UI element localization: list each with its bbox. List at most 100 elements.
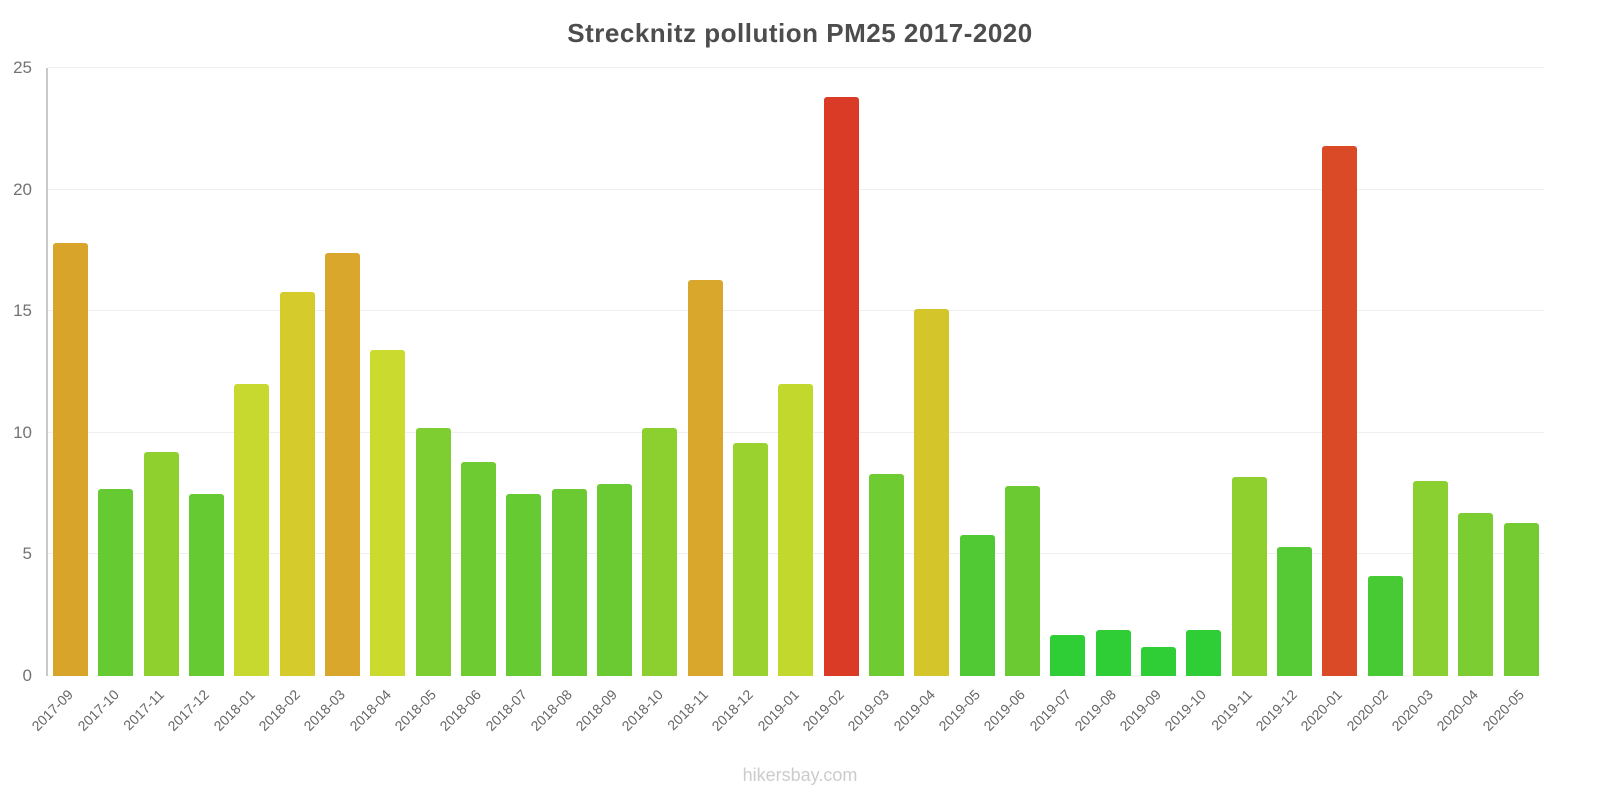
bar-2020-02 — [1367, 576, 1403, 676]
x-tick-label: 2018-08 — [527, 686, 575, 734]
x-tick-label: 2019-01 — [753, 686, 802, 734]
y-tick-label: 0 — [22, 666, 32, 685]
bar-2019-03 — [869, 474, 905, 676]
bar-slot: 2019-11 — [1208, 68, 1272, 733]
y-tick-label: 20 — [13, 179, 32, 199]
x-tick-label: 2017-10 — [74, 686, 122, 734]
bar-2020-04 — [1458, 513, 1494, 676]
bar-slot: 2020-05 — [1479, 68, 1544, 734]
gridline — [48, 67, 1544, 68]
bar-2019-06 — [1005, 486, 1041, 676]
bar-2018-02 — [279, 291, 315, 676]
x-tick-label: 2018-04 — [345, 686, 394, 734]
bar-2019-11 — [1231, 476, 1267, 676]
x-tick-label: 2020-02 — [1343, 686, 1391, 734]
bar-slot: 2018-05 — [391, 68, 456, 734]
x-tick-label: 2018-03 — [300, 686, 349, 734]
bar-2019-01 — [778, 384, 814, 676]
bar-2019-02 — [823, 97, 859, 676]
bar-2018-12 — [733, 442, 769, 676]
bar-slot: 2020-04 — [1434, 68, 1498, 734]
bar-slot: 2018-07 — [482, 68, 546, 734]
x-tick-label: 2018-10 — [617, 686, 666, 734]
x-tick-label: 2018-11 — [664, 686, 711, 734]
x-tick-label: 2020-01 — [1297, 686, 1346, 734]
bar-slot: 2019-04 — [890, 68, 954, 734]
gridline — [48, 188, 1544, 190]
bar-2018-11 — [687, 279, 723, 676]
x-tick-label: 2020-03 — [1388, 686, 1437, 734]
bar-slot: 2019-06 — [981, 68, 1045, 734]
bar-2018-01 — [234, 384, 270, 676]
x-tick-label: 2018-05 — [391, 686, 439, 734]
bar-2017-11 — [143, 452, 179, 676]
bar-2018-07 — [506, 493, 542, 676]
bar-2020-01 — [1322, 145, 1358, 676]
x-tick-label: 2019-07 — [1025, 686, 1074, 734]
x-tick-label: 2018-02 — [255, 686, 303, 734]
plot-area: 2017-09 2017-10 2017-11 2017-12 2018-01 2018-… — [29, 67, 1544, 734]
x-tick-label: 2020-05 — [1479, 686, 1527, 734]
bar-slot: 2018-09 — [573, 68, 637, 734]
bar-2017-12 — [189, 493, 225, 676]
bar-slot: 2018-06 — [437, 68, 501, 734]
x-tick-label: 2018-07 — [481, 686, 530, 734]
x-tick-label: 2017-09 — [28, 686, 77, 734]
bar-slot: 2019-09 — [1117, 68, 1181, 734]
bar-slot: 2019-08 — [1071, 68, 1136, 734]
bar-2019-12 — [1277, 547, 1313, 676]
bar-slot: 2017-12 — [165, 68, 229, 734]
x-tick-label: 2018-09 — [572, 686, 621, 734]
y-axis: 0 5 10 15 20 25 — [0, 58, 40, 685]
bar-slot: 2018-01 — [210, 68, 274, 734]
bar-slot: 2019-02 — [799, 68, 864, 734]
y-tick-label: 25 — [13, 58, 32, 77]
chart-title: Strecknitz pollution PM25 2017-2020 — [567, 18, 1033, 48]
x-tick-label: 2017-11 — [120, 686, 167, 734]
bar-2019-10 — [1186, 629, 1222, 676]
bar-slot: 2019-07 — [1026, 68, 1090, 734]
bar-slot: 2019-05 — [935, 68, 1000, 734]
bars-container: 2017-09 2017-10 2017-11 2017-12 2018-01 2018-… — [29, 68, 1544, 734]
y-tick-label: 10 — [13, 422, 32, 442]
x-tick-label: 2019-10 — [1161, 686, 1210, 734]
x-tick-label: 2019-06 — [980, 686, 1029, 734]
x-tick-label: 2019-12 — [1252, 686, 1301, 734]
bar-2018-10 — [642, 427, 678, 676]
x-tick-label: 2018-06 — [436, 686, 485, 734]
y-tick-label: 15 — [13, 301, 32, 321]
bar-slot: 2018-11 — [664, 68, 728, 733]
bar-2018-03 — [325, 252, 361, 676]
x-tick-label: 2019-03 — [844, 686, 893, 734]
bar-2018-08 — [551, 488, 587, 676]
x-tick-label: 2019-04 — [889, 686, 938, 734]
bar-2017-10 — [98, 488, 134, 676]
bar-2018-04 — [370, 350, 406, 676]
bar-slot: 2018-10 — [618, 68, 682, 734]
bar-slot: 2019-03 — [845, 68, 909, 734]
bar-slot: 2020-01 — [1298, 68, 1362, 734]
watermark: hikersbay.com — [742, 765, 858, 785]
gridline — [48, 310, 1544, 312]
bar-slot: 2017-11 — [120, 68, 184, 733]
bar-slot: 2018-12 — [709, 68, 773, 734]
x-tick-label: 2018-01 — [209, 686, 258, 734]
x-tick-label: 2019-09 — [1116, 686, 1165, 734]
bar-slot: 2019-01 — [754, 68, 818, 734]
bar-slot: 2018-03 — [301, 68, 365, 734]
x-tick-label: 2019-05 — [935, 686, 983, 734]
bar-slot: 2018-08 — [527, 68, 592, 734]
bar-2020-03 — [1413, 481, 1448, 676]
bar-2019-07 — [1050, 634, 1086, 676]
x-tick-label: 2020-04 — [1433, 686, 1482, 734]
bar-2019-04 — [914, 308, 950, 676]
x-tick-label: 2019-02 — [799, 686, 847, 734]
y-tick-label: 5 — [22, 544, 32, 564]
bar-slot: 2017-09 — [29, 68, 93, 734]
bar-2018-06 — [461, 461, 497, 676]
x-tick-label: 2017-12 — [164, 686, 213, 734]
bar-2018-05 — [415, 427, 451, 676]
bar-2020-05 — [1503, 522, 1539, 676]
bar-slot: 2020-02 — [1343, 68, 1408, 734]
